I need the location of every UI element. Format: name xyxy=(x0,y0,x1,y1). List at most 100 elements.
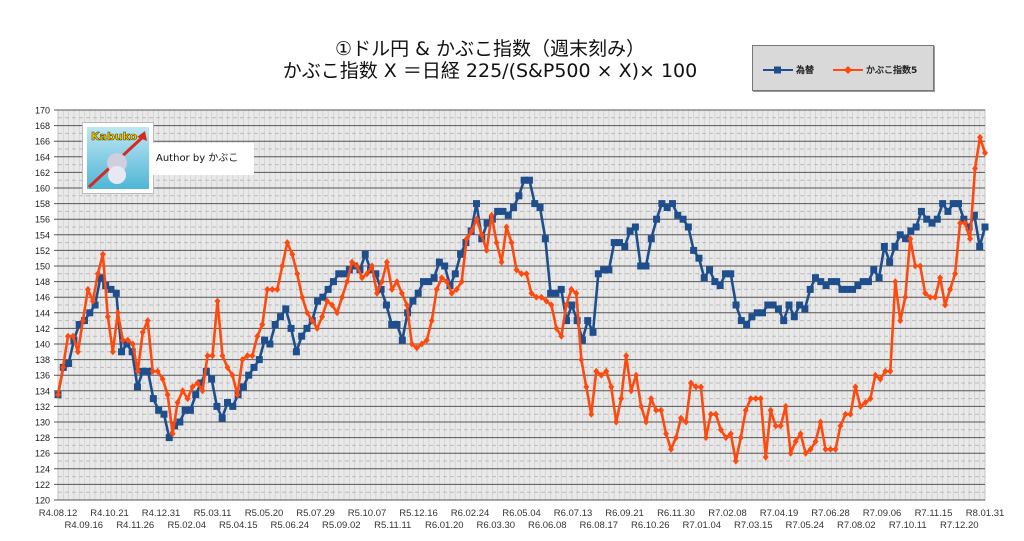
y-tick-label: 166 xyxy=(35,137,50,147)
data-point-fx xyxy=(457,250,465,258)
data-point-fx xyxy=(165,434,173,442)
data-point-fx xyxy=(149,395,157,403)
legend-item-fx: 為替 xyxy=(763,63,814,76)
data-point-kabuko xyxy=(214,297,221,305)
data-point-kabuko xyxy=(174,399,181,406)
data-point-kabuko xyxy=(149,367,156,375)
data-point-kabuko xyxy=(917,262,924,270)
data-point-kabuko xyxy=(204,352,211,360)
legend-label-kabuko: かぶこ指数5 xyxy=(866,66,918,76)
data-point-kabuko xyxy=(354,262,361,270)
data-point-fx xyxy=(647,235,655,243)
data-point-kabuko xyxy=(737,434,744,442)
data-point-kabuko xyxy=(433,285,440,293)
data-point-kabuko xyxy=(269,285,276,293)
data-point-fx xyxy=(621,243,629,250)
y-tick-label: 120 xyxy=(35,496,50,506)
data-point-fx xyxy=(245,371,253,379)
x-tick-label: R6.07.13 xyxy=(554,508,593,519)
data-point-kabuko xyxy=(568,285,575,293)
data-point-kabuko xyxy=(304,309,311,317)
data-point-kabuko xyxy=(169,430,176,438)
data-point-kabuko xyxy=(483,246,490,254)
data-point-fx xyxy=(563,317,571,325)
x-tick-label: R8.01.31 xyxy=(966,508,1005,519)
data-point-fx xyxy=(292,348,300,356)
data-point-kabuko xyxy=(892,278,899,286)
data-point-kabuko xyxy=(802,449,809,457)
data-point-fx xyxy=(86,309,94,317)
data-point-kabuko xyxy=(124,336,131,344)
data-point-kabuko xyxy=(55,391,61,399)
data-point-fx xyxy=(112,289,120,297)
data-point-kabuko xyxy=(184,395,191,403)
data-point-kabuko xyxy=(553,324,560,332)
data-point-fx xyxy=(981,223,989,231)
data-point-fx xyxy=(902,235,910,243)
data-point-fx xyxy=(690,246,698,254)
x-tick-label: R7.01.04 xyxy=(682,520,721,531)
data-point-kabuko xyxy=(608,383,615,391)
data-point-kabuko xyxy=(349,258,356,266)
data-point-kabuko xyxy=(179,387,186,395)
data-point-kabuko xyxy=(159,375,166,383)
y-tick-label: 130 xyxy=(35,418,50,428)
data-point-fx xyxy=(271,321,279,328)
x-tick-label: R5.02.04 xyxy=(167,520,206,531)
data-point-fx xyxy=(361,250,369,258)
data-point-kabuko xyxy=(508,239,515,247)
data-point-kabuko xyxy=(972,165,979,172)
data-point-fx xyxy=(790,313,798,321)
data-point-kabuko xyxy=(807,445,814,453)
data-point-fx xyxy=(674,211,682,219)
data-point-fx xyxy=(695,254,703,262)
kabuko-logo: Kabuko xyxy=(82,122,154,194)
data-point-kabuko xyxy=(359,274,366,282)
data-point-fx xyxy=(239,383,247,391)
data-point-kabuko xyxy=(74,348,81,356)
x-tick-label: R6.03.30 xyxy=(476,520,515,531)
data-point-kabuko xyxy=(538,293,545,301)
data-point-kabuko xyxy=(947,285,954,293)
data-point-fx xyxy=(118,348,126,356)
x-tick-label: R7.02.08 xyxy=(708,508,747,519)
data-point-fx xyxy=(737,317,745,325)
data-point-kabuko xyxy=(697,383,704,391)
data-point-kabuko xyxy=(413,344,420,352)
data-point-kabuko xyxy=(702,434,709,442)
data-point-fx xyxy=(435,258,443,266)
data-point-kabuko xyxy=(687,379,694,387)
y-tick-label: 164 xyxy=(35,152,50,162)
data-point-fx xyxy=(706,266,714,274)
data-point-kabuko xyxy=(344,278,351,286)
data-point-kabuko xyxy=(443,278,450,286)
data-point-fx xyxy=(255,356,263,364)
data-point-fx xyxy=(287,324,295,332)
y-tick-label: 168 xyxy=(35,121,50,131)
y-tick-label: 148 xyxy=(35,277,50,287)
data-point-kabuko xyxy=(882,367,889,375)
data-point-fx xyxy=(282,305,290,313)
data-point-fx xyxy=(811,274,819,282)
data-point-fx xyxy=(552,289,560,297)
data-point-kabuko xyxy=(712,410,719,418)
y-tick-label: 156 xyxy=(35,215,50,225)
data-point-kabuko xyxy=(473,215,480,223)
x-tick-label: R5.11.11 xyxy=(374,520,411,531)
data-point-kabuko xyxy=(832,445,839,453)
data-point-fx xyxy=(764,301,772,309)
data-point-fx xyxy=(340,270,348,278)
data-point-fx xyxy=(939,200,947,208)
data-point-fx xyxy=(91,301,99,309)
data-point-kabuko xyxy=(573,289,580,297)
data-point-kabuko xyxy=(677,414,684,422)
data-point-fx xyxy=(822,282,830,289)
data-point-kabuko xyxy=(842,410,849,418)
x-tick-label: R6.11.30 xyxy=(657,508,695,519)
data-point-kabuko xyxy=(99,250,106,258)
data-point-kabuko xyxy=(623,352,630,360)
data-point-kabuko xyxy=(942,301,949,309)
data-point-kabuko xyxy=(862,399,869,406)
data-point-kabuko xyxy=(264,285,271,293)
data-point-fx xyxy=(133,383,141,391)
